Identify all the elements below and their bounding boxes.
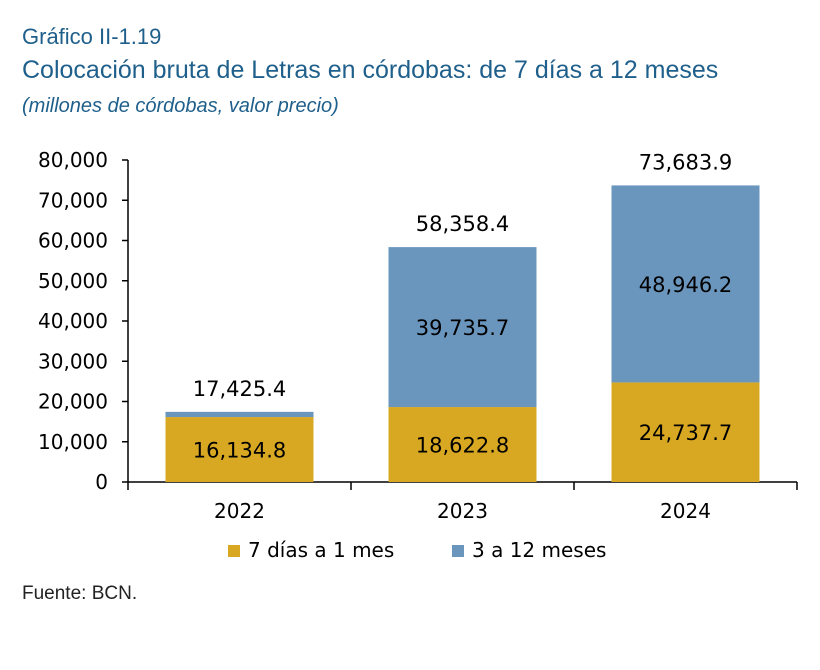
y-tick-label: 50,000 xyxy=(38,269,108,293)
y-tick-label: 70,000 xyxy=(38,188,108,212)
legend-label: 7 días a 1 mes xyxy=(248,538,394,562)
bar-segment-label: 18,622.8 xyxy=(416,434,510,458)
stacked-bar-chart: 0 10,000 20,000 30,000 40,000 50,000 60,000 70,… xyxy=(38,148,798,562)
bar-total-label: 58,358.4 xyxy=(416,212,510,236)
bar-segment-label: 39,735.7 xyxy=(416,316,510,340)
chart-title: Colocación bruta de Letras en córdobas: … xyxy=(22,56,719,84)
bar-segment-label: 24,737.7 xyxy=(639,421,733,445)
bar-segment-long xyxy=(165,411,314,418)
y-tick-label: 60,000 xyxy=(38,229,108,253)
chart-kicker: Gráfico II-1.19 xyxy=(22,24,162,49)
bar-segment-short xyxy=(611,382,760,482)
bar-total-label: 17,425.4 xyxy=(193,377,287,401)
bar-segment-long xyxy=(388,247,537,408)
y-tick-label: 20,000 xyxy=(38,390,108,414)
y-tick-label: 40,000 xyxy=(38,309,108,333)
x-tick-label: 2024 xyxy=(660,499,711,523)
chart-subtitle: (millones de córdobas, valor precio) xyxy=(22,95,339,117)
x-tick-label: 2022 xyxy=(214,499,265,523)
legend-swatch xyxy=(228,545,240,557)
bar-segment-short xyxy=(165,417,314,482)
bar-segment-long xyxy=(611,185,760,383)
x-tick-label: 2023 xyxy=(437,499,488,523)
y-tick-label: 0 xyxy=(95,470,108,494)
y-tick-label: 10,000 xyxy=(38,430,108,454)
bar-segment-label: 48,946.2 xyxy=(639,273,733,297)
y-tick-label: 80,000 xyxy=(38,148,108,172)
legend-label: 3 a 12 meses xyxy=(472,538,606,562)
legend-swatch xyxy=(452,545,464,557)
bar-total-label: 73,683.9 xyxy=(639,150,733,174)
bar-segment-short xyxy=(388,407,537,482)
bar-segment-label: 16,134.8 xyxy=(193,439,287,463)
source-note: Fuente: BCN. xyxy=(22,583,138,604)
y-tick-label: 30,000 xyxy=(38,349,108,373)
